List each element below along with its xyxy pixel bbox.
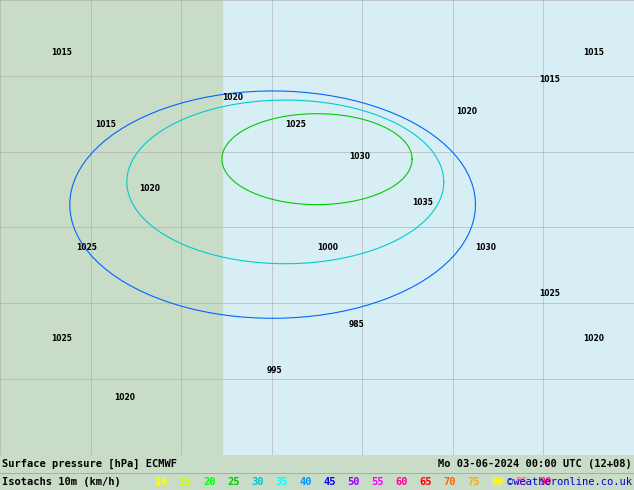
Text: 70: 70 — [443, 477, 455, 487]
Text: Mo 03-06-2024 00:00 UTC (12+08): Mo 03-06-2024 00:00 UTC (12+08) — [438, 459, 632, 469]
Text: 90: 90 — [539, 477, 552, 487]
Text: 1020: 1020 — [583, 334, 604, 343]
Text: Surface pressure [hPa] ECMWF: Surface pressure [hPa] ECMWF — [2, 459, 177, 469]
Text: 1015: 1015 — [539, 75, 560, 84]
Text: 1020: 1020 — [114, 393, 135, 402]
Text: 45: 45 — [323, 477, 335, 487]
Text: 20: 20 — [203, 477, 216, 487]
Text: 1030: 1030 — [349, 152, 370, 161]
Text: 985: 985 — [349, 320, 365, 329]
Text: 1000: 1000 — [317, 243, 338, 252]
Text: ©weatheronline.co.uk: ©weatheronline.co.uk — [507, 477, 632, 487]
Text: 1015: 1015 — [51, 48, 72, 56]
Text: 15: 15 — [179, 477, 191, 487]
Text: 1025: 1025 — [285, 121, 306, 129]
Text: 1020: 1020 — [139, 184, 160, 193]
Text: 1020: 1020 — [456, 107, 477, 116]
Text: 1015: 1015 — [95, 121, 116, 129]
Bar — [0, 0, 222, 455]
Text: 1025: 1025 — [51, 334, 72, 343]
Text: 35: 35 — [275, 477, 287, 487]
Text: Isotachs 10m (km/h): Isotachs 10m (km/h) — [2, 477, 127, 487]
Text: 1025: 1025 — [76, 243, 97, 252]
Text: 50: 50 — [347, 477, 359, 487]
Text: 1025: 1025 — [539, 289, 560, 297]
Text: 65: 65 — [419, 477, 432, 487]
Text: 1030: 1030 — [476, 243, 496, 252]
Text: 30: 30 — [251, 477, 264, 487]
Text: 25: 25 — [227, 477, 240, 487]
Text: 1015: 1015 — [583, 48, 604, 56]
Text: 75: 75 — [467, 477, 479, 487]
Text: 40: 40 — [299, 477, 311, 487]
Text: 85: 85 — [515, 477, 527, 487]
Text: 60: 60 — [395, 477, 408, 487]
Text: 10: 10 — [155, 477, 167, 487]
Text: 1035: 1035 — [412, 197, 433, 207]
Text: 80: 80 — [491, 477, 503, 487]
Text: 1020: 1020 — [222, 93, 243, 102]
Text: 995: 995 — [266, 366, 282, 375]
Text: 55: 55 — [371, 477, 384, 487]
